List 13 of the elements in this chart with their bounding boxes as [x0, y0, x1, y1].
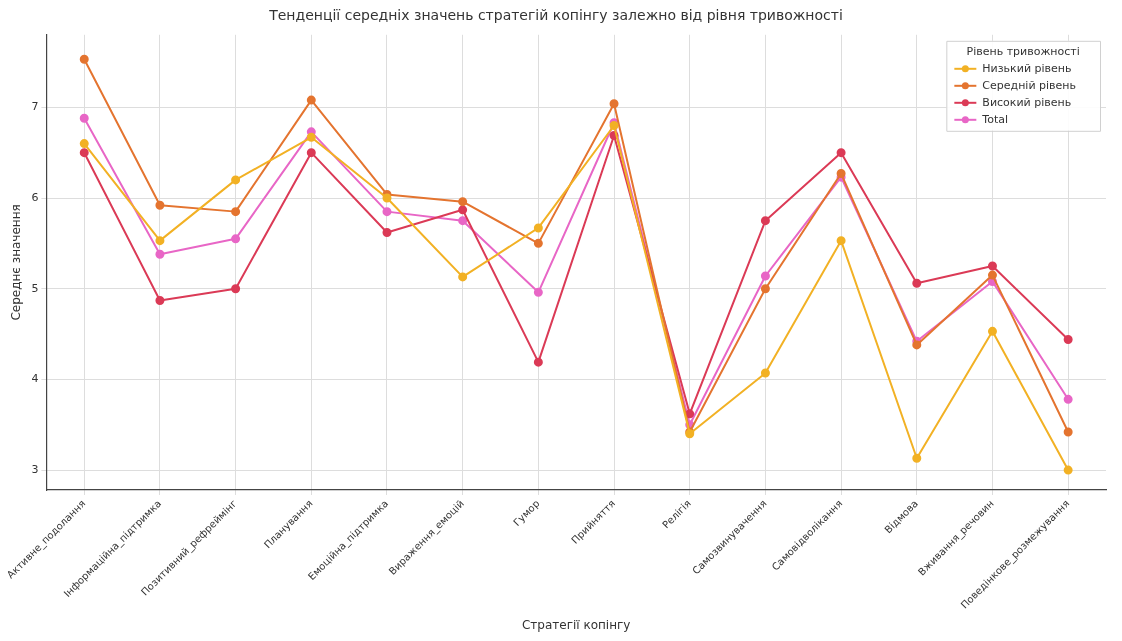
y-tick-label: 5	[31, 281, 39, 295]
y-axis-title: Середнє значення	[9, 204, 24, 321]
legend-title: Рівень тривожності	[966, 44, 1080, 58]
legend-label: Середній рівень	[982, 78, 1077, 92]
y-tick-label: 4	[31, 372, 39, 386]
y-tick-label: 6	[31, 190, 39, 204]
y-tick-label: 7	[31, 100, 39, 114]
chart-title: Тенденції середніх значень стратегій копінгу залежно від рівня тривожності	[268, 7, 843, 24]
legend-label: Total	[981, 112, 1009, 126]
legend-label: Високий рівень	[982, 95, 1072, 109]
legend-label: Низький рівень	[982, 61, 1072, 75]
y-tick-label: 3	[31, 462, 39, 476]
x-axis-title: Стратегії копінгу	[521, 617, 631, 632]
